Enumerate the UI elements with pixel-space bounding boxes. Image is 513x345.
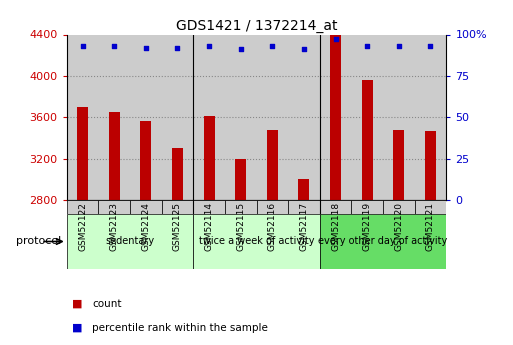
Bar [415, 200, 446, 214]
Bar [98, 34, 130, 200]
Text: ■: ■ [72, 299, 82, 308]
Bar [140, 121, 151, 200]
Point [363, 43, 371, 49]
Text: every other day of activity: every other day of activity [319, 237, 448, 246]
Bar [267, 130, 278, 200]
Text: GSM52125: GSM52125 [173, 202, 182, 251]
Bar [288, 200, 320, 214]
Point [205, 43, 213, 49]
Bar [109, 112, 120, 200]
Text: GSM52114: GSM52114 [205, 202, 213, 251]
Bar [415, 34, 446, 200]
Bar [351, 200, 383, 214]
Bar [98, 200, 130, 214]
Point [78, 43, 87, 49]
Point [300, 47, 308, 52]
Bar [351, 34, 383, 200]
Text: ■: ■ [72, 323, 82, 333]
Bar [425, 131, 436, 200]
Text: GSM52124: GSM52124 [141, 202, 150, 251]
Bar [383, 34, 415, 200]
Bar [256, 34, 288, 200]
Text: twice a week of activity: twice a week of activity [199, 237, 314, 246]
Bar [193, 34, 225, 200]
Text: percentile rank within the sample: percentile rank within the sample [92, 323, 268, 333]
Bar [162, 34, 193, 200]
Text: GSM52116: GSM52116 [268, 202, 277, 251]
Bar [225, 34, 256, 200]
Bar [256, 200, 288, 214]
Text: GSM52115: GSM52115 [236, 202, 245, 251]
Text: GSM52119: GSM52119 [363, 202, 372, 251]
Bar [130, 200, 162, 214]
Bar [299, 179, 309, 200]
Bar [204, 116, 214, 200]
Text: GSM52120: GSM52120 [394, 202, 403, 251]
Bar [330, 34, 341, 200]
Text: GSM52118: GSM52118 [331, 202, 340, 251]
Point [394, 43, 403, 49]
Point [331, 37, 340, 42]
Bar [383, 200, 415, 214]
Bar [67, 200, 98, 214]
Bar [320, 200, 351, 214]
Text: count: count [92, 299, 122, 308]
Text: GSM52117: GSM52117 [300, 202, 308, 251]
Bar [225, 200, 256, 214]
Bar [77, 107, 88, 200]
Point [268, 43, 277, 49]
Bar [393, 130, 404, 200]
Bar [130, 34, 162, 200]
Text: protocol: protocol [16, 237, 62, 246]
Bar [193, 200, 225, 214]
Text: GSM52121: GSM52121 [426, 202, 435, 251]
Point [426, 43, 435, 49]
Point [142, 45, 150, 50]
Text: sedentary: sedentary [105, 237, 154, 246]
Bar [193, 214, 320, 269]
Bar [320, 34, 351, 200]
Bar [67, 34, 98, 200]
Text: GSM52122: GSM52122 [78, 202, 87, 251]
Title: GDS1421 / 1372214_at: GDS1421 / 1372214_at [176, 19, 337, 33]
Bar [172, 148, 183, 200]
Text: GSM52123: GSM52123 [110, 202, 119, 251]
Bar [288, 34, 320, 200]
Point [236, 47, 245, 52]
Point [173, 45, 182, 50]
Bar [67, 214, 193, 269]
Point [110, 43, 118, 49]
Bar [235, 159, 246, 200]
Bar [320, 214, 446, 269]
Bar [362, 80, 373, 200]
Bar [162, 200, 193, 214]
